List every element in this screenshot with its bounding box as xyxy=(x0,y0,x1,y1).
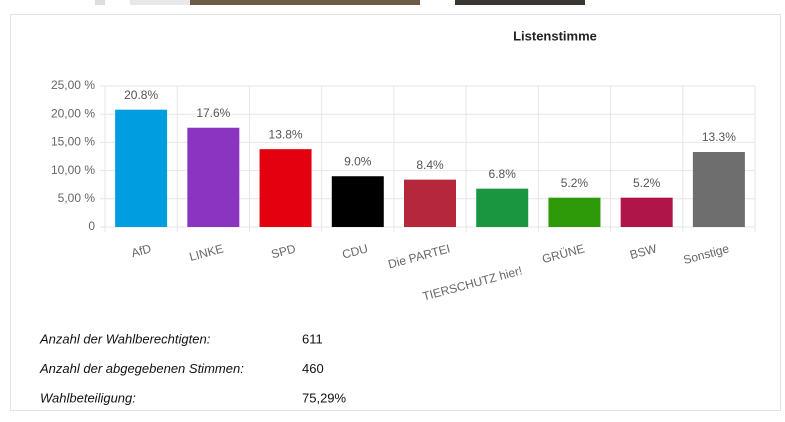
bar xyxy=(476,188,529,227)
bar xyxy=(692,151,745,227)
chart-title: Listenstimme xyxy=(513,28,597,43)
value-label: 13.3% xyxy=(702,130,736,144)
y-tick-label: 25,00 % xyxy=(51,78,95,92)
bar xyxy=(115,109,168,227)
value-label: 9.0% xyxy=(344,154,372,168)
value-label: 13.8% xyxy=(269,127,303,141)
x-tick-label: CDU xyxy=(341,241,370,261)
x-tick-label: AfD xyxy=(130,241,153,260)
top-strip xyxy=(455,0,585,5)
y-tick-label: 0 xyxy=(88,219,95,233)
stat-value: 75,29% xyxy=(302,390,347,405)
value-label: 6.8% xyxy=(489,167,517,181)
value-label: 20.8% xyxy=(124,88,158,102)
y-tick-label: 10,00 % xyxy=(51,163,95,177)
bar xyxy=(404,179,456,227)
value-label: 5.2% xyxy=(633,176,661,190)
value-label: 17.6% xyxy=(196,106,230,120)
stat-label: Wahlbeteiligung: xyxy=(40,390,136,405)
bar xyxy=(331,176,384,227)
x-tick-label: SPD xyxy=(270,241,298,261)
top-strip xyxy=(190,0,420,5)
stat-label: Anzahl der abgegebenen Stimmen: xyxy=(39,361,244,376)
top-strip xyxy=(130,0,190,5)
value-label: 5.2% xyxy=(561,176,589,190)
bar xyxy=(620,197,673,227)
y-tick-label: 15,00 % xyxy=(51,135,95,149)
top-strip xyxy=(95,0,105,5)
stat-value: 611 xyxy=(302,331,323,346)
stat-label: Anzahl der Wahlberechtigten: xyxy=(39,331,211,346)
bar xyxy=(187,127,240,227)
bar xyxy=(548,197,601,227)
y-tick-label: 5,00 % xyxy=(58,191,96,205)
y-tick-label: 20,00 % xyxy=(51,106,95,120)
stat-value: 460 xyxy=(302,361,324,376)
bar xyxy=(259,149,312,227)
value-label: 8.4% xyxy=(416,158,444,172)
